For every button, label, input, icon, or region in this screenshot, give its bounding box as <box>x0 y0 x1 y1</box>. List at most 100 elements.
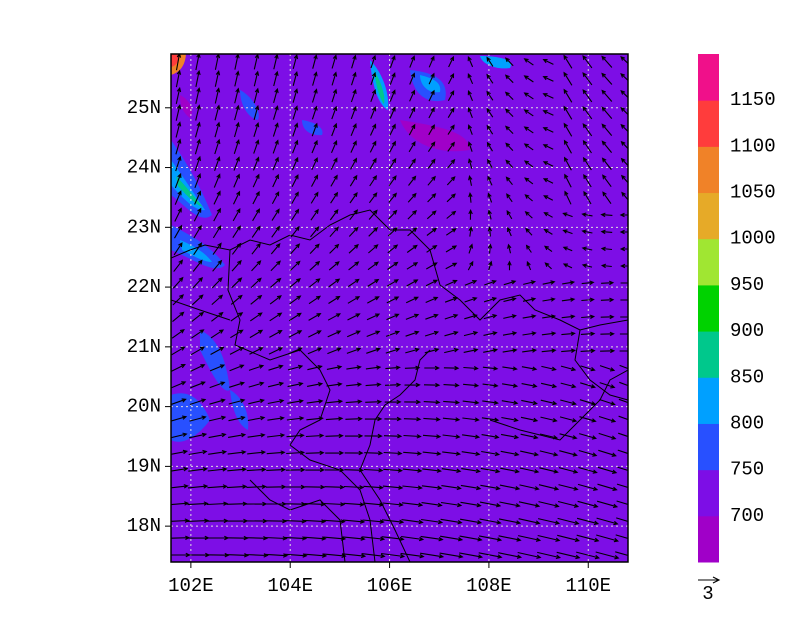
wind-arrow <box>409 55 416 68</box>
wind-arrow <box>286 433 305 438</box>
colorbar-segment <box>698 146 719 194</box>
wind-arrow <box>228 432 247 438</box>
wind-arrow <box>486 73 494 84</box>
wind-arrow <box>307 364 323 371</box>
wind-arrow <box>292 54 299 70</box>
wind-arrow <box>226 484 248 489</box>
wind-arrow <box>578 449 598 457</box>
wind-arrow <box>269 295 282 305</box>
wind-arrow <box>370 71 377 86</box>
colorbar-label: 1000 <box>730 228 776 250</box>
wind-arrow <box>189 415 207 422</box>
wind-arrow <box>234 70 240 87</box>
wind-arrow <box>213 190 221 205</box>
wind-arrow <box>400 552 425 559</box>
wind-arrow <box>582 72 593 86</box>
wind-arrow <box>252 190 260 205</box>
wind-arrow <box>247 450 267 455</box>
wind-arrow <box>175 69 182 88</box>
wind-arrow <box>526 260 532 271</box>
wind-arrow <box>172 294 185 306</box>
wind-arrow <box>505 176 513 186</box>
wind-arrow <box>601 280 615 286</box>
wind-arrow <box>619 350 628 352</box>
wind-arrow <box>190 346 206 356</box>
wind-arrow <box>444 347 460 354</box>
wind-arrow <box>420 535 444 542</box>
wind-arrow <box>426 227 438 236</box>
wind-arrow <box>462 417 480 422</box>
wind-arrow <box>310 226 320 238</box>
wind-arrow <box>479 518 502 525</box>
wind-arrow <box>366 347 381 354</box>
wind-arrow <box>346 365 362 370</box>
wind-arrow <box>304 502 326 507</box>
plot-area <box>171 54 628 562</box>
wind-arrow <box>619 333 628 335</box>
wind-arrow <box>347 278 360 288</box>
wind-arrow <box>253 104 260 121</box>
wind-arrow <box>306 416 324 421</box>
wind-arrow <box>422 434 442 439</box>
wind-arrow <box>323 536 347 541</box>
wind-arrow <box>229 381 246 388</box>
wind-arrow <box>272 139 279 154</box>
wind-arrow <box>425 313 439 320</box>
wind-arrow <box>249 312 263 322</box>
wind-arrow <box>598 415 617 423</box>
wind-arrow <box>171 364 186 372</box>
wind-arrow <box>230 294 243 305</box>
wind-arrow <box>213 207 221 222</box>
wind-arrow <box>269 329 283 338</box>
wind-arrow <box>346 382 363 387</box>
wind-arrow <box>250 277 262 289</box>
wind-arrow <box>309 243 320 254</box>
wind-arrow <box>428 55 435 68</box>
wind-arrow <box>599 365 616 372</box>
wind-arrow <box>286 450 306 455</box>
wind-arrow <box>381 536 405 542</box>
wind-arrow <box>542 127 554 133</box>
wind-arrow <box>463 331 479 337</box>
wind-arrow <box>538 501 560 508</box>
wind-arrow <box>271 191 280 205</box>
wind-arrow <box>501 400 519 405</box>
wind-arrow <box>401 535 425 542</box>
contour-blobs <box>171 54 511 442</box>
colorbar-label: 900 <box>730 320 764 342</box>
wind-arrow <box>366 330 381 338</box>
wind-arrow <box>537 551 562 560</box>
wind-arrow <box>478 552 503 559</box>
wind-arrow <box>329 226 339 238</box>
wind-arrow <box>517 551 542 559</box>
wind-arrow <box>193 224 202 239</box>
wind-arrow <box>443 365 460 371</box>
wind-arrow <box>322 553 347 559</box>
wind-arrow <box>502 383 519 388</box>
colorbar-segment <box>698 377 719 424</box>
wind-arrow <box>404 382 421 388</box>
wind-arrow <box>267 433 286 438</box>
wind-arrow <box>252 156 260 171</box>
wind-arrow <box>467 141 473 152</box>
colorbar-segment <box>698 238 719 286</box>
wind-arrow <box>425 296 439 304</box>
wind-arrow <box>272 122 279 137</box>
wind-arrow <box>345 416 363 422</box>
wind-arrow <box>467 260 474 271</box>
wind-arrow <box>347 296 361 304</box>
y-tick-label: 21N <box>127 336 161 358</box>
wind-arrow <box>563 88 573 103</box>
wind-arrow <box>620 174 628 184</box>
wind-arrow <box>171 415 188 422</box>
wind-arrow <box>387 244 399 254</box>
wind-arrow <box>311 105 318 120</box>
wind-arrow <box>213 173 221 188</box>
wind-arrow <box>598 432 617 440</box>
wind-arrow <box>600 212 613 218</box>
x-tick-label: 106E <box>367 575 413 597</box>
wind-arrow <box>228 398 246 405</box>
wind-arrow <box>306 382 324 387</box>
wind-arrow <box>562 229 573 235</box>
wind-arrow <box>292 139 299 154</box>
